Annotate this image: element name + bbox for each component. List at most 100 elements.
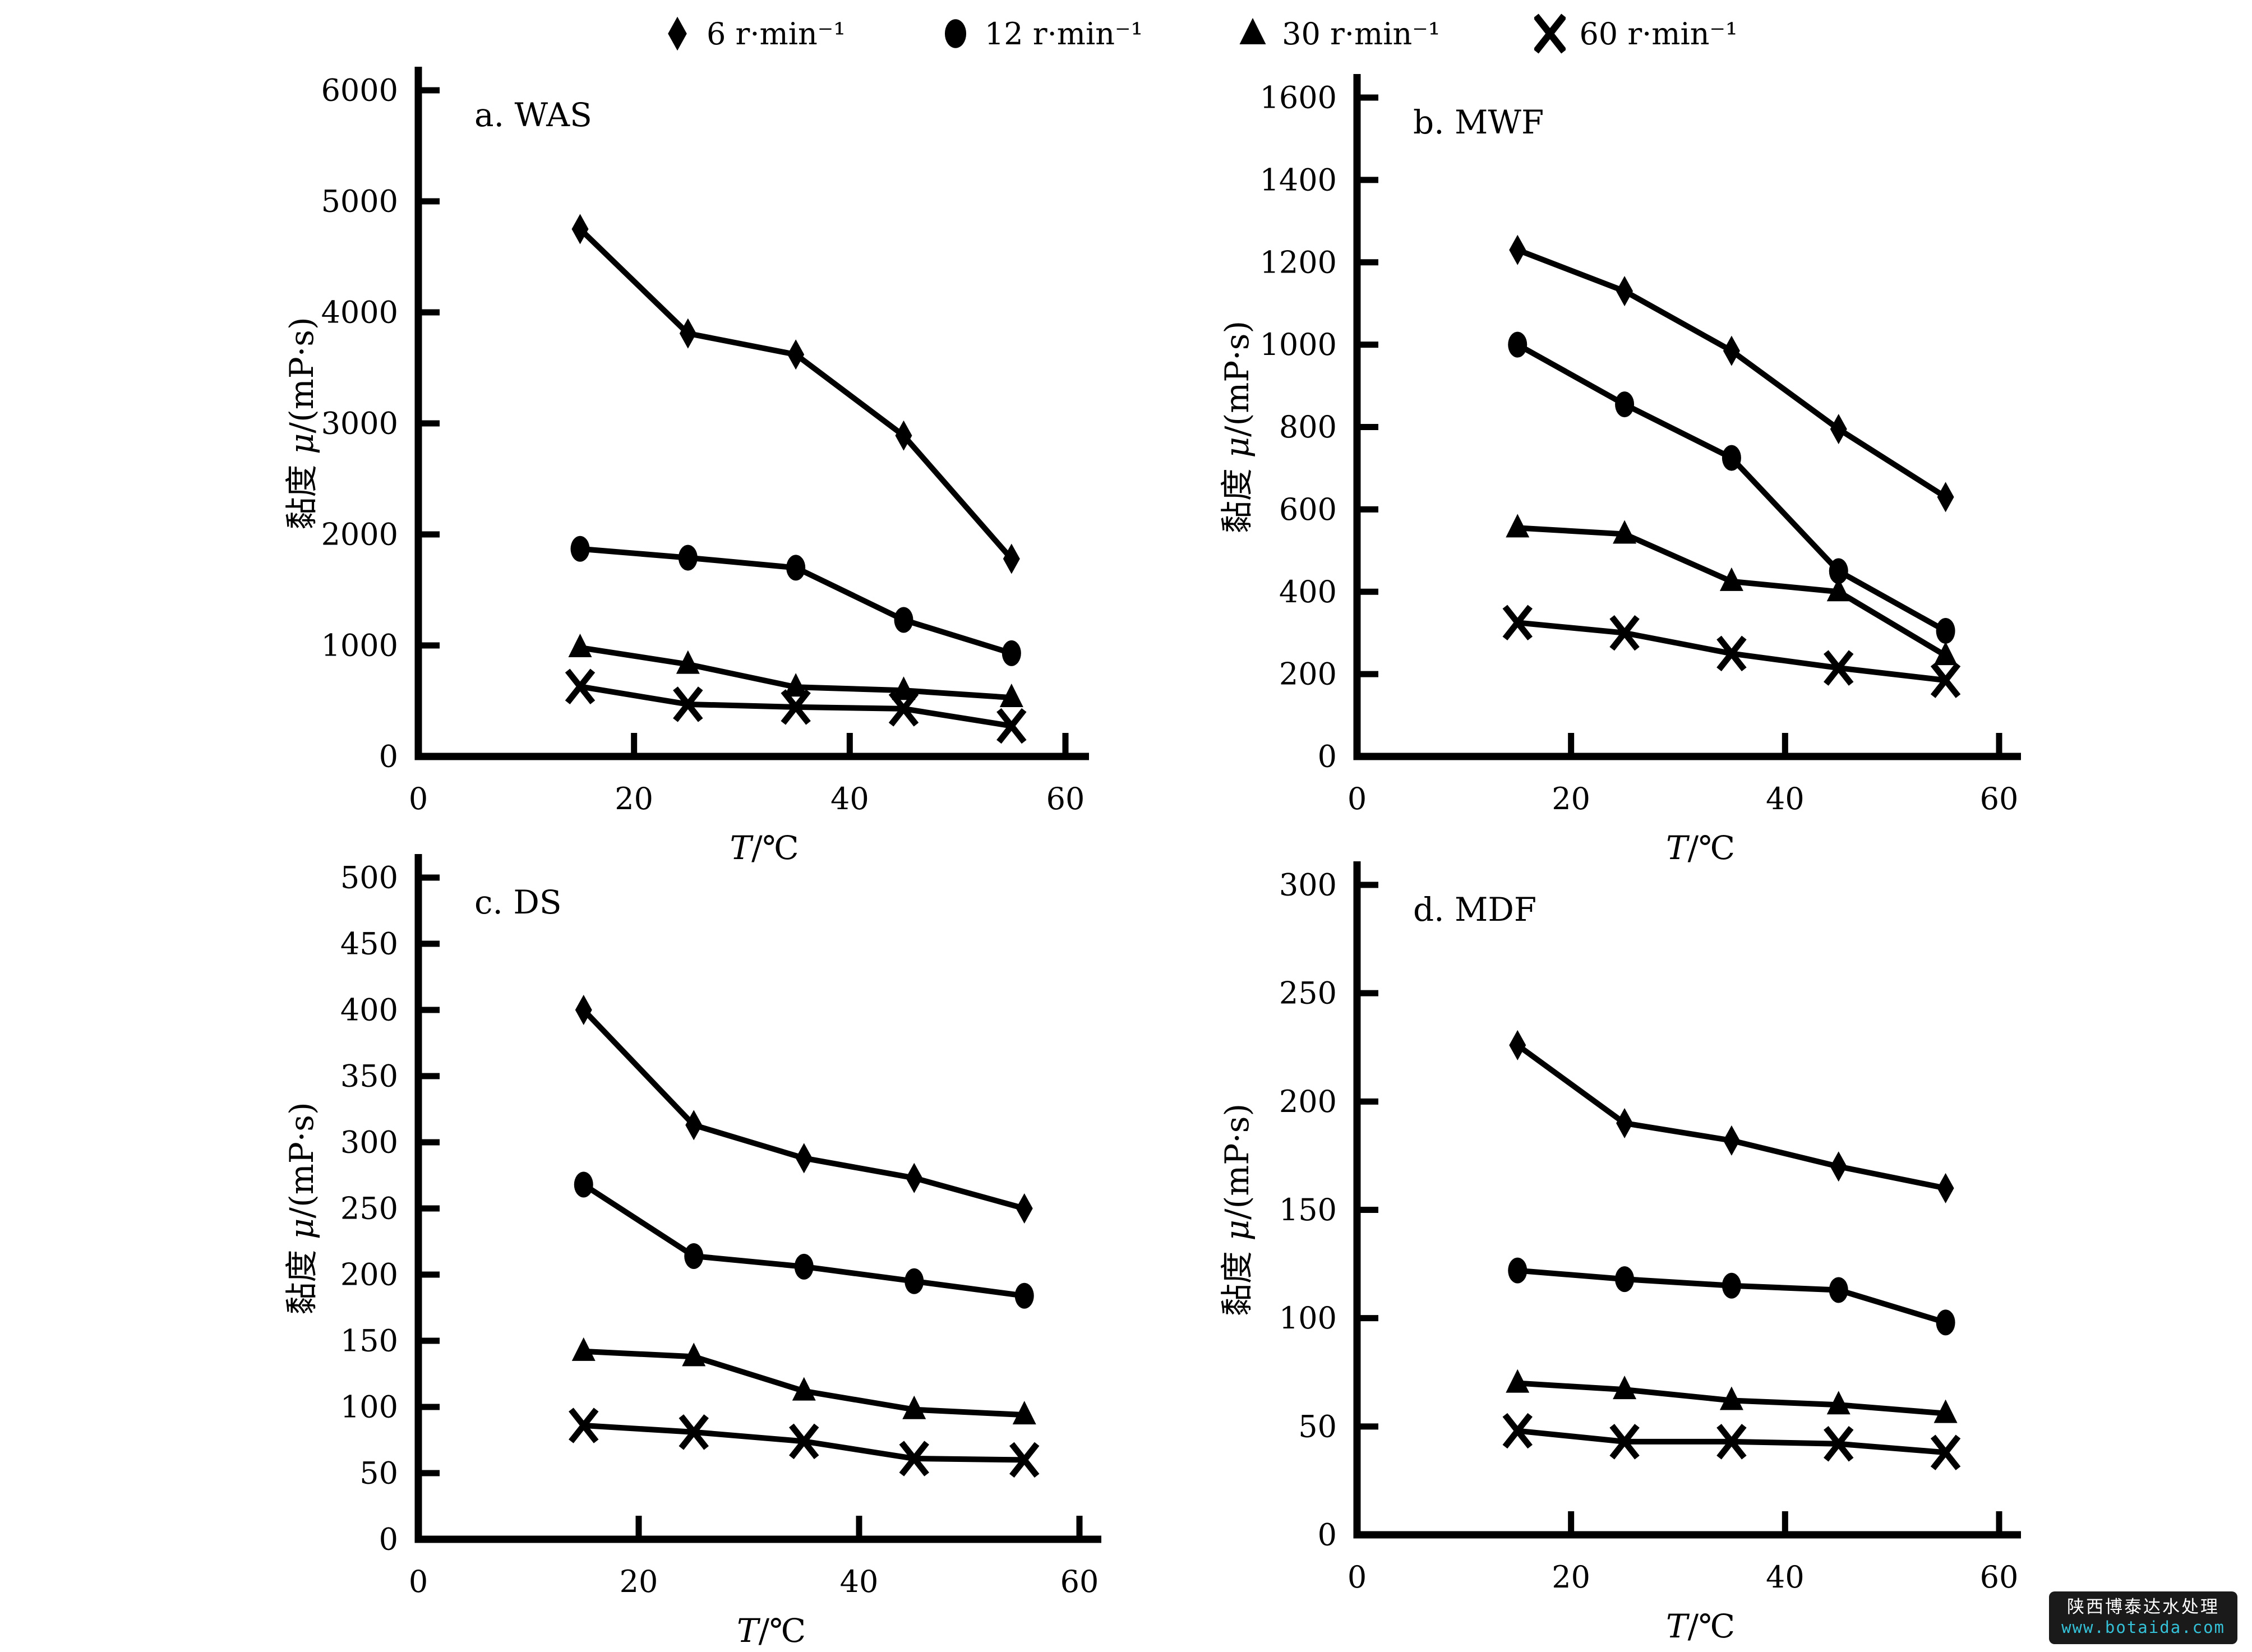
diamond-marker bbox=[1723, 1125, 1740, 1156]
x-tick-label: 20 bbox=[1552, 781, 1590, 816]
y-tick-label: 50 bbox=[359, 1456, 398, 1491]
circle-marker bbox=[944, 19, 966, 48]
circle-marker bbox=[684, 1243, 704, 1269]
y-tick-label: 4000 bbox=[321, 295, 398, 330]
axes bbox=[1353, 861, 2021, 1539]
diamond-marker bbox=[1509, 1030, 1526, 1060]
y-tick-label: 450 bbox=[340, 926, 398, 962]
series-circle bbox=[1508, 1257, 1955, 1336]
x-marker bbox=[673, 686, 703, 722]
y-tick-label: 2000 bbox=[321, 517, 398, 552]
circle-marker bbox=[678, 544, 698, 571]
circle-marker bbox=[1002, 640, 1021, 666]
y-tick-label: 0 bbox=[1318, 1517, 1337, 1553]
series-diamond bbox=[575, 995, 1033, 1224]
series-line bbox=[1517, 525, 1948, 658]
circle-marker bbox=[794, 1253, 814, 1280]
x-marker bbox=[789, 1423, 819, 1460]
watermark-company: 陕西博泰达水处理 bbox=[2067, 1597, 2220, 1618]
y-tick-label: 0 bbox=[379, 739, 398, 774]
y-tick-label: 50 bbox=[1298, 1409, 1337, 1444]
y-tick-label: 200 bbox=[1279, 1084, 1337, 1119]
x-marker bbox=[1609, 615, 1640, 651]
diamond-marker bbox=[1616, 1108, 1633, 1138]
x-axis-label: T/℃ bbox=[737, 1612, 806, 1650]
panel-c: 0 50 100 150 200 250 300 350 400 450 500 0 20 40 60 c. … bbox=[283, 854, 1101, 1650]
legend-label: 12 r·min⁻¹ bbox=[984, 16, 1143, 52]
watermark-url: www.botaida.com bbox=[2061, 1618, 2225, 1637]
y-tick-label: 1600 bbox=[1260, 80, 1337, 116]
series-diamond bbox=[1509, 234, 1954, 513]
triangle-marker bbox=[1933, 642, 1958, 666]
x-tick-label: 0 bbox=[409, 781, 428, 816]
x-tick-label: 40 bbox=[1766, 1559, 1805, 1595]
axes bbox=[1353, 74, 2021, 760]
diamond-marker bbox=[1723, 335, 1740, 366]
y-tick-label: 600 bbox=[1279, 492, 1337, 527]
triangle-marker bbox=[1239, 18, 1266, 45]
diamond-marker bbox=[1509, 234, 1526, 265]
x-marker bbox=[781, 689, 811, 725]
diamond-marker bbox=[906, 1162, 923, 1193]
triangle-marker bbox=[892, 676, 916, 700]
x-tick-label: 0 bbox=[409, 1564, 428, 1599]
triangle-marker bbox=[1826, 578, 1850, 602]
x-tick-label: 60 bbox=[1060, 1564, 1099, 1599]
series-line bbox=[582, 1008, 1026, 1211]
x-tick-label: 20 bbox=[1552, 1559, 1590, 1595]
diamond-marker bbox=[571, 214, 589, 244]
legend-label: 60 r·min⁻¹ bbox=[1579, 16, 1738, 52]
y-tick-label: 400 bbox=[1279, 574, 1337, 610]
x-axis-label: T/℃ bbox=[1666, 1607, 1735, 1645]
axes bbox=[414, 854, 1101, 1543]
triangle-marker bbox=[1012, 1401, 1036, 1425]
circle-marker bbox=[1508, 1257, 1528, 1284]
circle-marker bbox=[894, 607, 913, 633]
y-tick-label: 1400 bbox=[1260, 162, 1337, 197]
circle-marker bbox=[1829, 558, 1848, 584]
series-diamond bbox=[571, 214, 1020, 574]
x-tick-label: 0 bbox=[1347, 1559, 1367, 1595]
triangle-marker-icon bbox=[1239, 18, 1266, 45]
y-tick-label: 1000 bbox=[1260, 327, 1337, 362]
circle-marker bbox=[786, 555, 806, 581]
diamond-marker bbox=[895, 420, 912, 451]
series-triangle bbox=[1506, 514, 1958, 666]
diamond-marker bbox=[1616, 276, 1633, 307]
x-marker bbox=[1502, 1413, 1533, 1449]
circle-marker bbox=[1615, 1266, 1635, 1293]
triangle-marker bbox=[999, 684, 1023, 708]
triangle-marker bbox=[1719, 567, 1743, 591]
y-axis-label: 黏度 μ/(mP·s) bbox=[1218, 321, 1256, 533]
y-tick-label: 350 bbox=[340, 1059, 398, 1094]
panel-title: c. DS bbox=[474, 883, 562, 921]
circle-marker bbox=[1829, 1277, 1848, 1303]
watermark: 陕西博泰达水处理 www.botaida.com bbox=[2049, 1591, 2237, 1644]
circle-marker bbox=[1615, 391, 1635, 418]
series-triangle bbox=[1506, 1369, 1958, 1423]
series-diamond bbox=[1509, 1030, 1954, 1203]
y-tick-label: 250 bbox=[340, 1191, 398, 1226]
triangle-marker bbox=[1613, 520, 1637, 544]
triangle-marker bbox=[1613, 1376, 1637, 1400]
y-tick-label: 800 bbox=[1279, 409, 1337, 445]
y-tick-label: 1000 bbox=[321, 628, 398, 663]
y-tick-label: 100 bbox=[340, 1390, 398, 1425]
diamond-marker bbox=[1830, 414, 1847, 445]
x-marker-icon bbox=[1534, 13, 1566, 54]
y-tick-label: 150 bbox=[1279, 1192, 1337, 1228]
x-tick-label: 0 bbox=[1347, 781, 1367, 816]
x-marker bbox=[888, 691, 919, 727]
x-axis-label: T/℃ bbox=[1666, 829, 1735, 867]
diamond-marker bbox=[668, 16, 687, 51]
x-tick-label: 20 bbox=[620, 1564, 658, 1599]
y-axis-label: 黏度 μ/(mP·s) bbox=[283, 1102, 321, 1314]
circle-marker bbox=[1014, 1282, 1034, 1309]
y-tick-label: 3000 bbox=[321, 406, 398, 441]
x-marker bbox=[1930, 662, 1961, 698]
circle-marker bbox=[1722, 445, 1741, 471]
triangle-marker bbox=[1719, 1386, 1743, 1410]
legend-item-12rpm: 12 r·min⁻¹ bbox=[940, 8, 1143, 59]
x-marker bbox=[1716, 1424, 1747, 1460]
